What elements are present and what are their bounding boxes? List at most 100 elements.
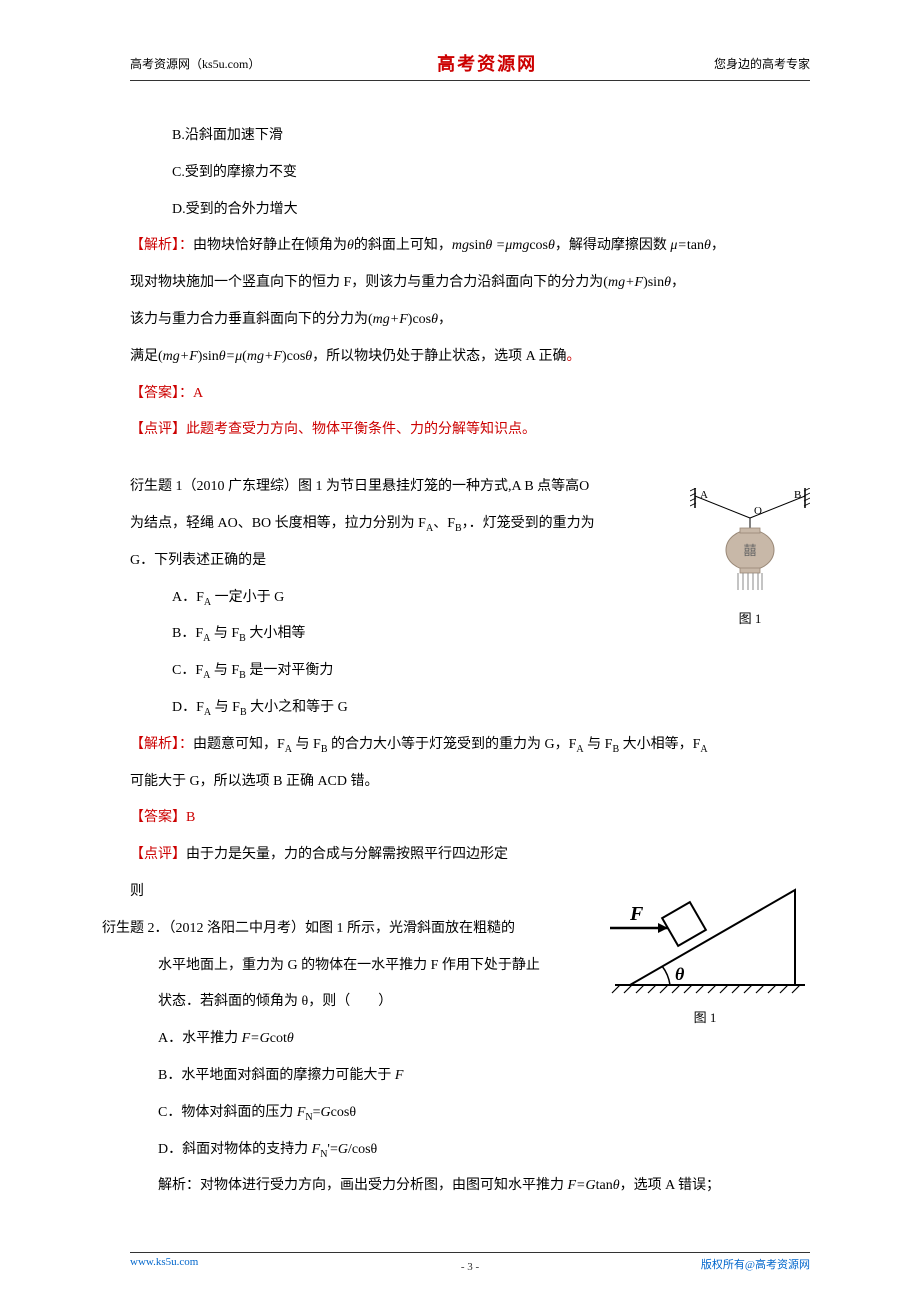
text: 大小相等 <box>246 626 306 641</box>
text: mg+F <box>608 275 643 290</box>
derived2-analysis: 解析：对物体进行受力方向，画出受力分析图，由图可知水平推力 F=Gtanθ，选项… <box>130 1171 810 1202</box>
period: 。 <box>567 349 581 364</box>
text: 与 F <box>210 663 239 678</box>
text: mg+F <box>163 349 198 364</box>
text: 状态．若斜面的倾角为 θ，则（ ） <box>158 994 392 1009</box>
text: 的斜面上可知， <box>354 238 452 253</box>
text: 现对物块施加一个竖直向下的恒力 F，则该力与重力合力沿斜面向下的分力为( <box>130 275 608 290</box>
analysis1-line1: 【解析】：由物块恰好静止在倾角为θ的斜面上可知，mgsinθ =μmgcosθ，… <box>130 231 810 262</box>
sub-n: N <box>305 1112 312 1123</box>
text: G <box>338 1142 348 1157</box>
text: F=G <box>242 1031 270 1046</box>
derived1-answer: 【答案】B <box>130 803 810 834</box>
text: mg <box>452 238 469 253</box>
text: /cosθ <box>348 1142 377 1157</box>
text: 与 F <box>584 737 613 752</box>
text: F=G <box>568 1178 596 1193</box>
text: B．水平地面对斜面的摩擦力可能大于 <box>158 1068 395 1083</box>
content-area: B.沿斜面加速下滑 C.受到的摩擦力不变 D.受到的合外力增大 【解析】：由物块… <box>130 121 810 1202</box>
derived2-opt-b: B．水平地面对斜面的摩擦力可能大于 F <box>130 1061 810 1092</box>
derived2-opt-d: D．斜面对物体的支持力 FN'=G/cosθ <box>130 1135 810 1166</box>
analysis1-line4: 满足(mg+F)sinθ=μ(mg+F)cosθ，所以物块仍处于静止状态，选项 … <box>130 342 810 373</box>
sub-b: B <box>321 744 328 755</box>
text: μ= <box>667 238 687 253</box>
derived2-opt-a: A．水平推力 F=Gcotθ <box>130 1024 810 1055</box>
derived2-opt-c: C．物体对斜面的压力 FN=Gcosθ <box>130 1098 810 1129</box>
text: F <box>395 1068 404 1083</box>
text: ， <box>438 312 452 327</box>
text: F <box>312 1142 321 1157</box>
lantern-char: 囍 <box>743 543 756 558</box>
footer-center: - 3 - <box>461 1261 479 1273</box>
comment-text: 由于力是矢量，力的合成与分解需按照平行四边形定 <box>186 847 508 862</box>
text: )sin <box>643 275 664 290</box>
figure2-caption: 图 1 <box>600 1007 810 1026</box>
theta: θ <box>431 312 438 327</box>
text: 可能大于 G，所以选项 B 正确 ACD 错。 <box>130 774 379 789</box>
theta: θ <box>287 1031 294 1046</box>
lantern-diagram-svg: A B O 囍 <box>690 488 810 598</box>
text: 水平地面上，重力为 G 的物体在一水平推力 F 作用下处于静止 <box>158 958 540 973</box>
text: 大小之和等于 G <box>247 700 348 715</box>
label-f: F <box>629 903 644 925</box>
option-d: D.受到的合外力增大 <box>130 195 810 226</box>
page-header: 高考资源网（ks5u.com） 高考资源网 您身边的高考专家 <box>130 50 810 81</box>
text: 是一对平衡力 <box>246 663 334 678</box>
footer-left: www.ks5u.com <box>130 1256 198 1272</box>
figure1-caption: 图 1 <box>690 608 810 627</box>
header-center: 高考资源网 <box>437 50 537 76</box>
derived1-comment-line1: 【点评】由于力是矢量，力的合成与分解需按照平行四边形定 <box>130 840 810 871</box>
text: =μ <box>226 349 242 364</box>
text: G <box>321 1105 331 1120</box>
answer-value: B <box>186 810 195 825</box>
text: mg+F <box>247 349 282 364</box>
text: )cos <box>408 312 431 327</box>
text: ，．灯笼受到的重力为 <box>462 516 595 531</box>
sub-b: B <box>239 633 246 644</box>
text: A．水平推力 <box>158 1031 242 1046</box>
figure-2-incline: F θ 图 <box>600 880 810 1026</box>
text: 由物块恰好静止在倾角为 <box>193 238 347 253</box>
option-c: C.受到的摩擦力不变 <box>130 158 810 189</box>
text: 与 F <box>292 737 321 752</box>
comment-text: 则 <box>130 884 144 899</box>
text: 、F <box>433 516 455 531</box>
text: sin <box>469 238 485 253</box>
derived1-opt-c: C．FA 与 FB 是一对平衡力 <box>130 656 810 687</box>
analysis1-line2: 现对物块施加一个竖直向下的恒力 F，则该力与重力合力沿斜面向下的分力为(mg+F… <box>130 268 810 299</box>
text: cot <box>270 1031 287 1046</box>
derived1-analysis-line2: 可能大于 G，所以选项 B 正确 ACD 错。 <box>130 767 810 798</box>
text: =μmg <box>492 238 529 253</box>
sub-b: B <box>240 707 247 718</box>
text: 的合力大小等于灯笼受到的重力为 G，F <box>328 737 577 752</box>
text: D．斜面对物体的支持力 <box>158 1142 312 1157</box>
text: 为结点，轻绳 AO、BO 长度相等，拉力分别为 F <box>130 516 426 531</box>
text: )sin <box>198 349 219 364</box>
theta: θ <box>664 275 671 290</box>
text: D．F <box>172 700 204 715</box>
comment-label: 【点评】 <box>130 422 186 437</box>
text: 由题意可知，F <box>193 737 285 752</box>
text: B．F <box>172 626 203 641</box>
analysis-label: 【解析】： <box>130 238 193 253</box>
text: tan <box>687 238 704 253</box>
text: tan <box>596 1178 613 1193</box>
text: cosθ <box>331 1105 356 1120</box>
text: 与 F <box>210 626 239 641</box>
text: A．F <box>172 590 204 605</box>
text: 该力与重力合力垂直斜面向下的分力为( <box>130 312 373 327</box>
page-footer: www.ks5u.com - 3 - 版权所有@高考资源网 <box>130 1252 810 1272</box>
answer-label: 【答案】： <box>130 386 193 401</box>
text: ， <box>671 275 685 290</box>
incline-diagram-svg: F θ <box>600 880 810 1000</box>
text: 与 F <box>211 700 240 715</box>
text: ，选项 A 错误； <box>620 1178 720 1193</box>
comment-text: 此题考查受力方向、物体平衡条件、力的分解等知识点。 <box>186 422 536 437</box>
theta: θ <box>548 238 555 253</box>
text: C．物体对斜面的压力 <box>158 1105 297 1120</box>
answer-value: A <box>193 386 203 401</box>
header-left: 高考资源网（ks5u.com） <box>130 55 260 72</box>
text: 满足( <box>130 349 163 364</box>
label-theta: θ <box>675 964 685 984</box>
text: 衍生题 1（2010 广东理综）图 1 为节日里悬挂灯笼的一种方式,A B 点等… <box>130 479 589 494</box>
